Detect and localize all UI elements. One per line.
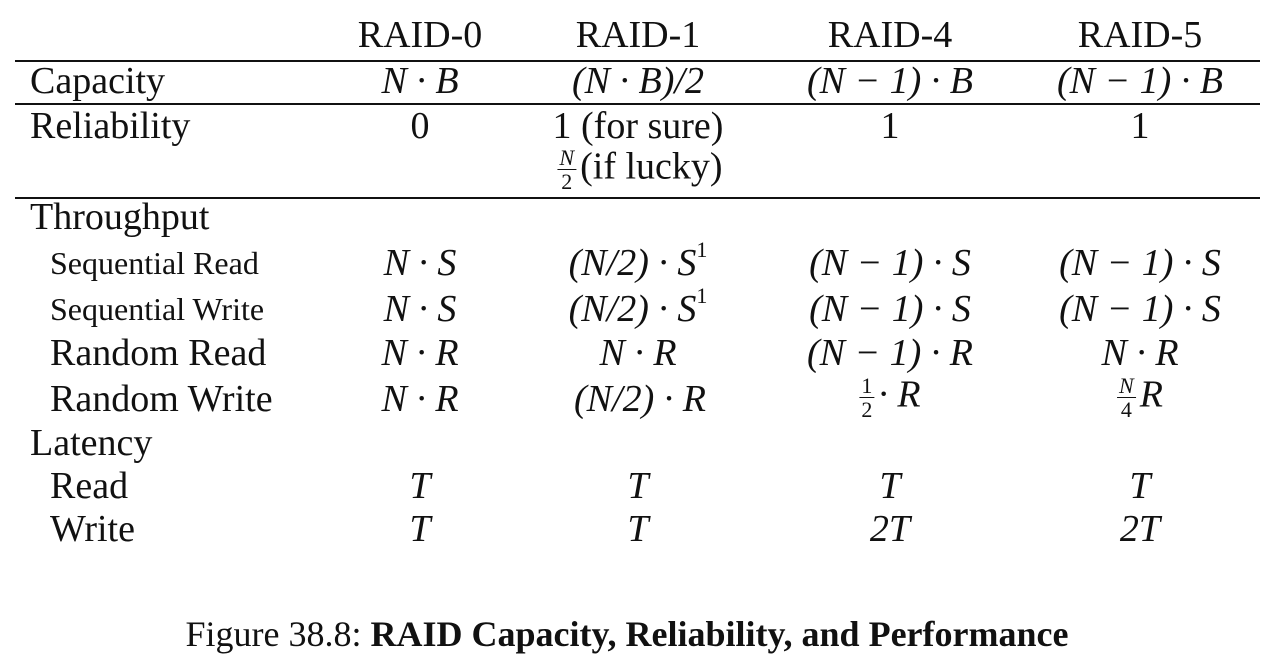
cell-seqwrite-raid1: (N/2) · S1	[568, 283, 708, 330]
cell-seqread-raid5: (N − 1) · S	[1059, 242, 1221, 284]
cell-capacity-raid0: N · B	[381, 60, 459, 102]
cell-randread-raid1: N · R	[599, 332, 677, 374]
figure-title: RAID Capacity, Reliability, and Performa…	[370, 614, 1069, 654]
figure-number: Figure 38.8:	[185, 614, 371, 654]
row-label-sequential-write: Sequential Write	[50, 291, 265, 327]
cell-capacity-raid1: (N · B)/2	[572, 60, 704, 102]
footnote-marker: 1	[696, 283, 708, 308]
column-header-raid4: RAID-4	[827, 14, 953, 56]
cell-reliability-raid1: 1 (for sure)	[552, 105, 724, 147]
cell-latwrite-raid5: 2T	[1119, 508, 1161, 550]
cell-randwrite-raid1: (N/2) · R	[574, 378, 706, 420]
column-header-raid0: RAID-0	[357, 14, 483, 56]
row-label-write: Write	[50, 508, 135, 550]
row-label-random-write: Random Write	[50, 378, 273, 420]
rule-under-header	[15, 60, 1260, 62]
cell-reliability-raid1-lucky: N 2 (if lucky)	[557, 145, 723, 195]
cell-randwrite-raid0: N · R	[381, 378, 459, 420]
cell-latread-raid0: T	[409, 465, 431, 507]
row-label-sequential-read: Sequential Read	[50, 245, 259, 281]
cell-randread-raid0: N · R	[381, 332, 459, 374]
cell-latread-raid1: T	[627, 465, 649, 507]
row-group-throughput: Throughput	[30, 196, 210, 238]
rule-under-capacity	[15, 103, 1260, 105]
raid-comparison-table: RAID-0 RAID-1 RAID-4 RAID-5 Capacity N ·…	[15, 14, 1260, 550]
cell-seqread-raid1: (N/2) · S1	[568, 237, 708, 284]
rule-under-reliability	[15, 197, 1260, 199]
column-header-raid5: RAID-5	[1077, 14, 1203, 56]
cell-seqwrite-raid5: (N − 1) · S	[1059, 288, 1221, 330]
figure-caption: Figure 38.8: RAID Capacity, Reliability,…	[0, 613, 1254, 655]
cell-seqwrite-raid0: N · S	[383, 288, 457, 330]
cell-seqread-raid4: (N − 1) · S	[809, 242, 971, 284]
row-group-latency: Latency	[30, 422, 153, 464]
cell-capacity-raid5: (N − 1) · B	[1056, 60, 1224, 102]
row-label-reliability: Reliability	[30, 105, 191, 147]
cell-capacity-raid4: (N − 1) · B	[806, 60, 974, 102]
row-label-read: Read	[50, 465, 129, 507]
cell-seqwrite-raid4: (N − 1) · S	[809, 288, 971, 330]
cell-latread-raid4: T	[879, 465, 901, 507]
footnote-marker: 1	[696, 237, 708, 262]
cell-randread-raid5: N · R	[1101, 332, 1179, 374]
cell-reliability-raid4: 1	[880, 105, 900, 147]
row-label-random-read: Random Read	[50, 332, 267, 374]
cell-latwrite-raid0: T	[409, 508, 431, 550]
cell-reliability-raid0: 0	[410, 105, 430, 147]
cell-reliability-raid5: 1	[1130, 105, 1150, 147]
cell-randwrite-raid4: 1 2 · R	[859, 373, 921, 423]
cell-randread-raid4: (N − 1) · R	[806, 332, 974, 374]
cell-latwrite-raid1: T	[627, 508, 649, 550]
cell-latread-raid5: T	[1129, 465, 1151, 507]
row-label-capacity: Capacity	[30, 60, 166, 102]
cell-latwrite-raid4: 2T	[869, 508, 911, 550]
column-header-raid1: RAID-1	[575, 14, 701, 56]
cell-seqread-raid0: N · S	[383, 242, 457, 284]
